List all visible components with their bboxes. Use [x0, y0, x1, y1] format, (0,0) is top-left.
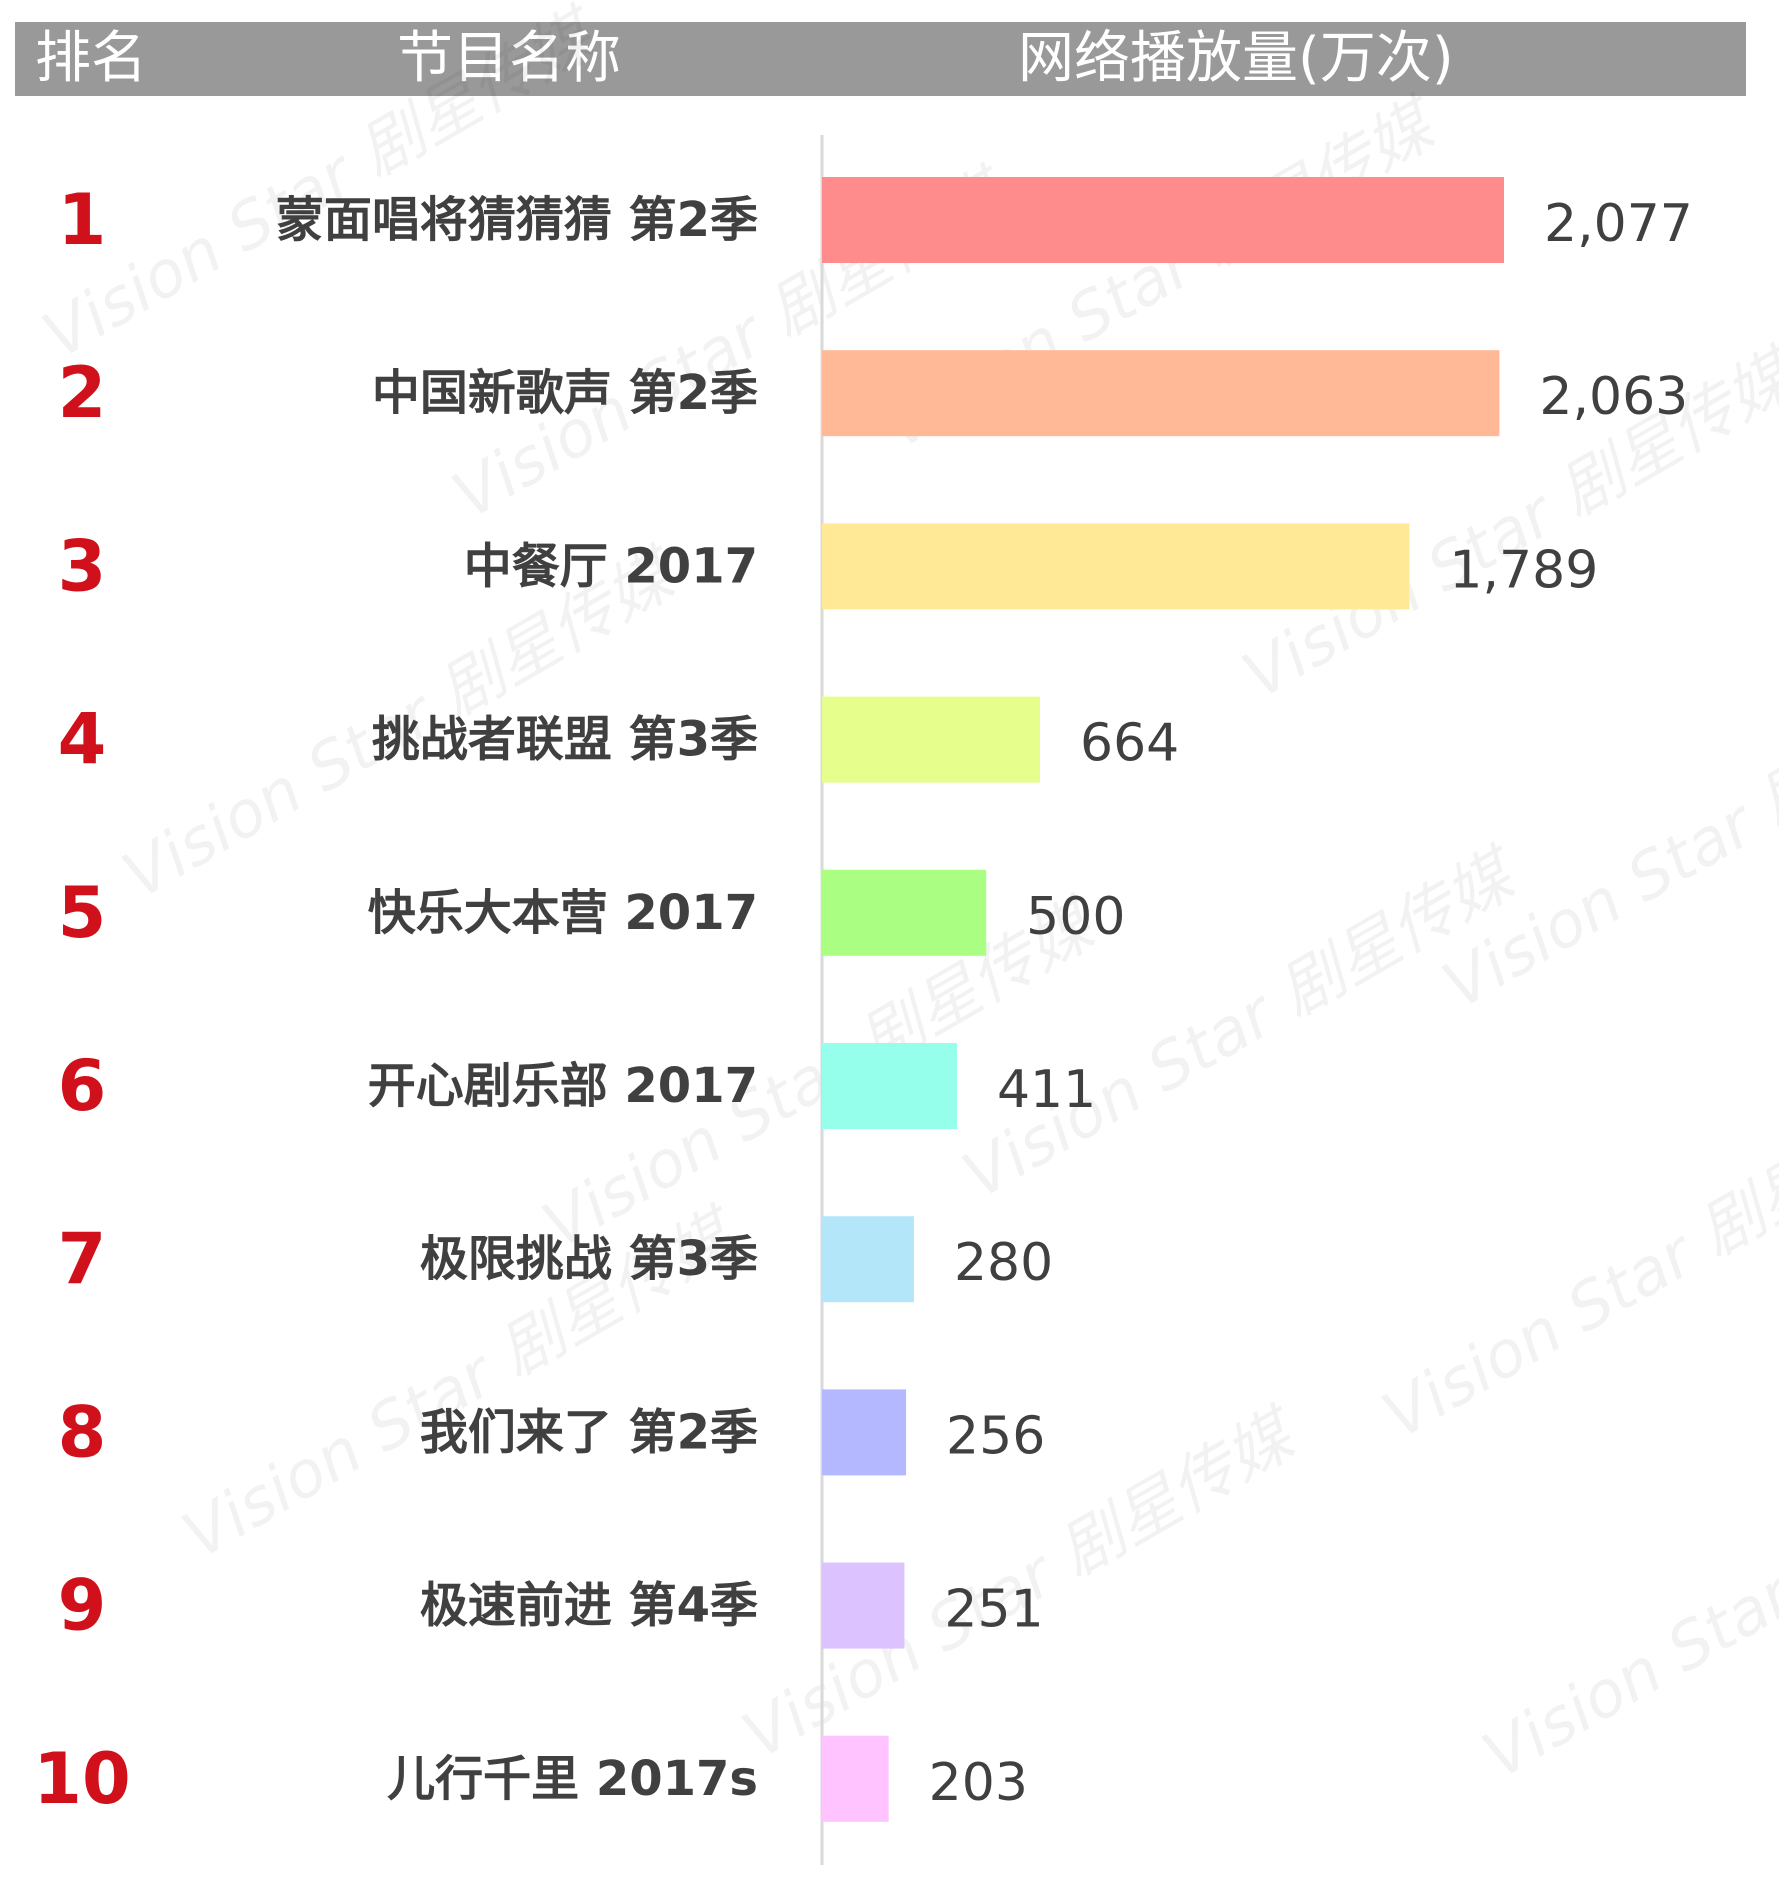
chart-row: 7 极限挑战 第3季 280	[58, 1216, 1053, 1303]
rank-label: 6	[58, 1045, 107, 1127]
bar	[822, 177, 1504, 263]
watermark-text: Vision Star 剧星传媒	[31, 0, 613, 374]
header-program-name: 节目名称	[397, 26, 621, 91]
table-header: 排名 节目名称 网络播放量(万次)	[15, 22, 1746, 96]
rank-label: 7	[58, 1218, 107, 1300]
bar	[822, 1043, 957, 1129]
value-label: 280	[954, 1233, 1053, 1293]
program-name-label: 极限挑战 第3季	[420, 1231, 758, 1287]
rank-label: 9	[58, 1565, 107, 1647]
program-name-label: 挑战者联盟 第3季	[372, 712, 758, 768]
chart-row: 1 蒙面唱将猜猜猜 第2季 2,077	[58, 177, 1693, 263]
value-label: 2,063	[1539, 367, 1688, 427]
rank-label: 8	[58, 1391, 107, 1473]
chart-row: 2 中国新歌声 第2季 2,063	[58, 350, 1688, 437]
chart-row: 3 中餐厅 2017 1,789	[58, 523, 1598, 610]
watermark-text: Vision Star 剧星传媒	[1431, 645, 1779, 1024]
chart-rows: 1 蒙面唱将猜猜猜 第2季 2,077 2 中国新歌声 第2季 2,063 3 中餐厅 201…	[33, 177, 1693, 1822]
program-name-label: 儿行千里 2017s	[387, 1751, 758, 1807]
header-play-count: 网络播放量(万次)	[1018, 26, 1454, 91]
program-name-label: 我们来了 第2季	[420, 1404, 758, 1460]
rank-label: 1	[58, 179, 107, 261]
value-label: 256	[946, 1406, 1045, 1466]
chart-row: 10 儿行千里 2017s 203	[33, 1735, 1028, 1822]
value-label: 500	[1026, 887, 1125, 947]
bar	[822, 1216, 914, 1303]
bar	[822, 1562, 905, 1649]
value-label: 203	[929, 1753, 1028, 1813]
program-name-label: 极速前进 第4季	[420, 1578, 758, 1634]
bar	[822, 1389, 907, 1476]
value-label: 1,789	[1449, 540, 1598, 600]
rank-label: 5	[58, 872, 107, 954]
program-name-label: 中国新歌声 第2季	[372, 365, 758, 421]
bar	[822, 350, 1500, 437]
value-label: 2,077	[1544, 194, 1693, 254]
value-label: 251	[944, 1580, 1043, 1640]
chart-row: 8 我们来了 第2季 256	[58, 1389, 1045, 1476]
value-label: 411	[997, 1060, 1096, 1120]
program-name-label: 快乐大本营 2017	[368, 885, 758, 941]
rank-label: 10	[33, 1738, 130, 1820]
program-name-label: 中餐厅 2017	[464, 538, 758, 594]
watermark-text: Vision Star 剧星传媒	[1371, 1075, 1779, 1454]
rank-label: 2	[58, 352, 107, 434]
chart-row: 5 快乐大本营 2017 500	[58, 869, 1125, 956]
program-name-label: 开心剧乐部 2017	[368, 1058, 758, 1114]
bar	[822, 869, 987, 956]
header-rank: 排名	[35, 26, 147, 91]
rank-label: 3	[58, 525, 107, 607]
value-label: 664	[1080, 714, 1179, 774]
watermark-text: Vision Star 剧星传媒	[1471, 1415, 1779, 1794]
bar	[822, 523, 1410, 610]
chart-row: 6 开心剧乐部 2017 411	[58, 1043, 1096, 1129]
program-name-label: 蒙面唱将猜猜猜 第2季	[276, 192, 758, 248]
chart-row: 9 极速前进 第4季 251	[58, 1562, 1044, 1649]
bar	[822, 1735, 889, 1822]
rank-label: 4	[58, 699, 107, 781]
bar	[822, 696, 1041, 783]
chart-row: 4 挑战者联盟 第3季 664	[58, 696, 1179, 783]
